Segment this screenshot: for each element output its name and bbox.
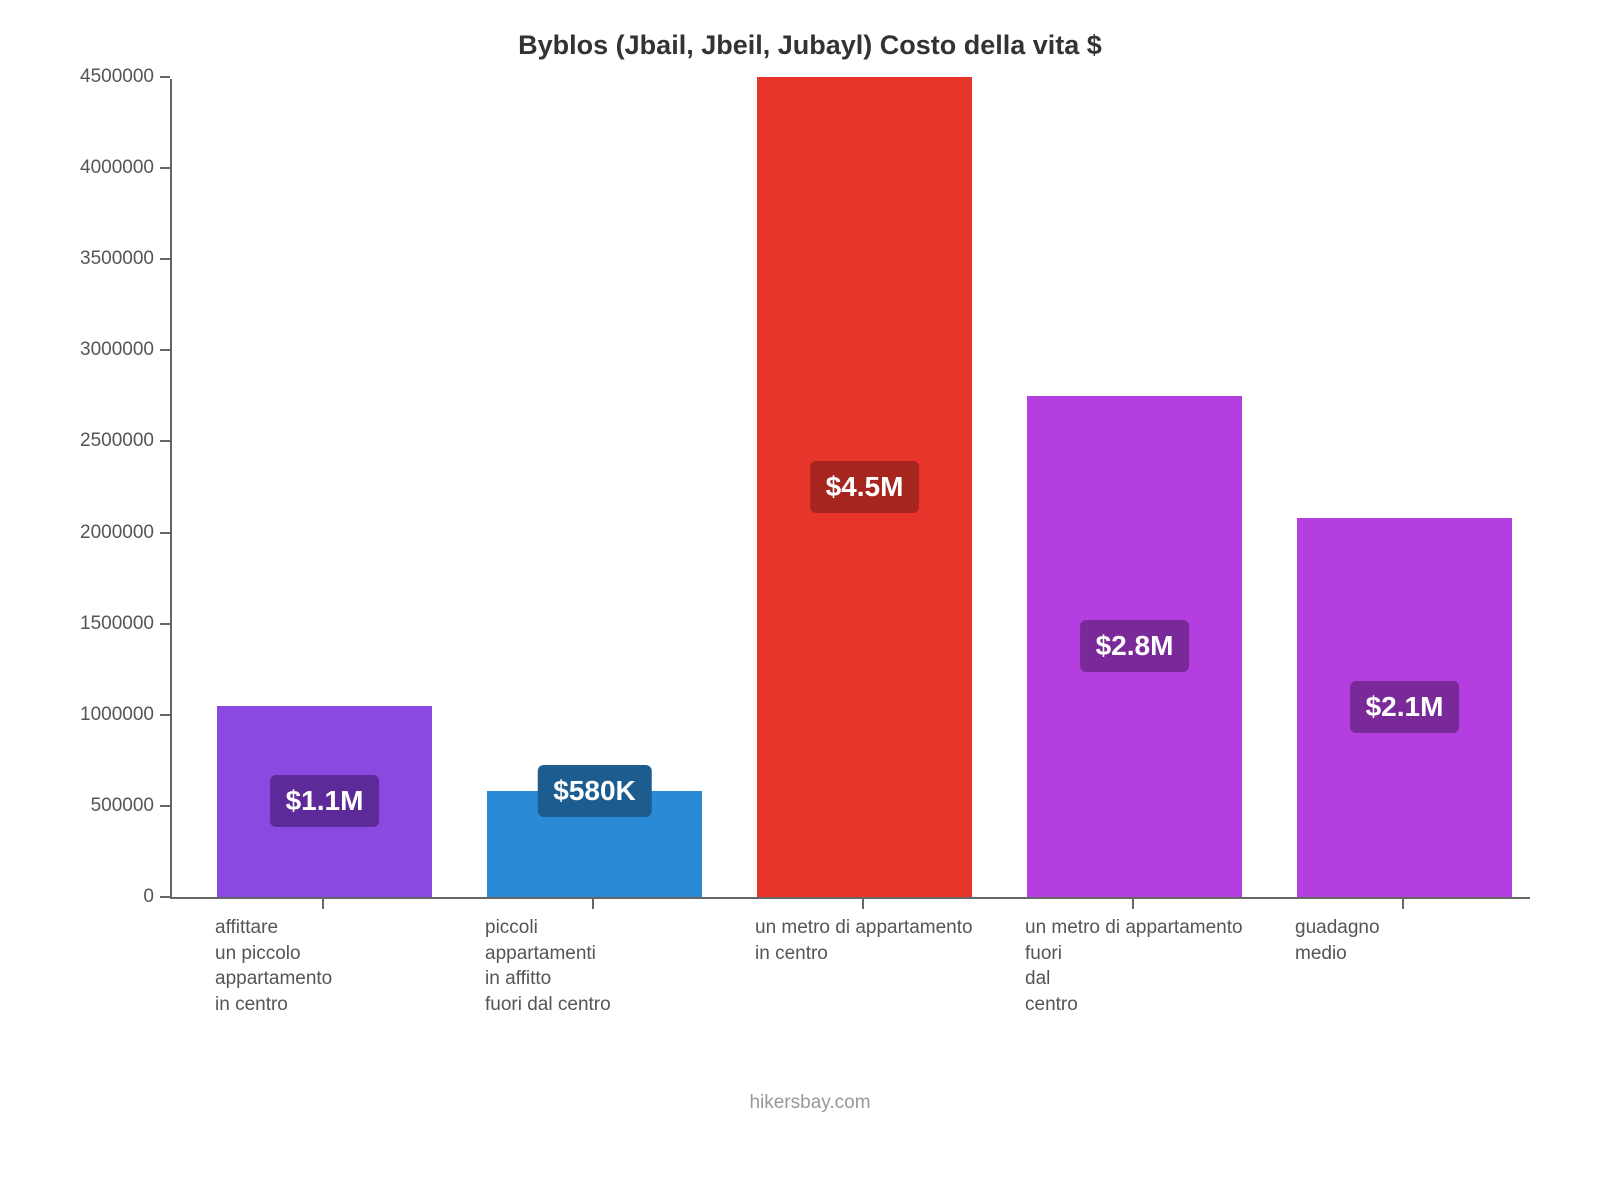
y-axis-label: 3500000 xyxy=(62,248,154,270)
bar: $2.8M xyxy=(1027,396,1242,897)
y-axis-label: 1000000 xyxy=(62,704,154,726)
y-tick xyxy=(160,532,170,534)
y-axis-label: 2500000 xyxy=(62,430,154,452)
bar-value-label: $4.5M xyxy=(810,461,920,513)
y-tick xyxy=(160,623,170,625)
y-tick xyxy=(160,349,170,351)
y-axis-label: 4500000 xyxy=(62,66,154,88)
x-tick xyxy=(862,899,864,909)
y-axis-label: 2000000 xyxy=(62,522,154,544)
y-axis-label: 3000000 xyxy=(62,339,154,361)
x-axis-labels: affittare un piccolo appartamento in cen… xyxy=(170,899,1530,1079)
bar-rect: $580K xyxy=(487,791,702,897)
y-axis-label: 500000 xyxy=(62,795,154,817)
chart-container: Byblos (Jbail, Jbeil, Jubayl) Costo dell… xyxy=(60,30,1560,1130)
bar: $4.5M xyxy=(757,77,972,897)
y-tick xyxy=(160,714,170,716)
bar-rect: $1.1M xyxy=(217,706,432,897)
x-axis-category-label: un metro di appartamento fuori dal centr… xyxy=(1025,915,1260,1018)
y-tick xyxy=(160,440,170,442)
x-axis-category-label: un metro di appartamento in centro xyxy=(755,915,990,966)
y-tick xyxy=(160,896,170,898)
bar-rect: $2.8M xyxy=(1027,396,1242,897)
bar: $580K xyxy=(487,791,702,897)
y-axis-label: 4000000 xyxy=(62,157,154,179)
y-tick xyxy=(160,805,170,807)
bar-value-label: $1.1M xyxy=(270,775,380,827)
x-axis-category-label: affittare un piccolo appartamento in cen… xyxy=(215,915,450,1018)
x-tick xyxy=(322,899,324,909)
y-tick xyxy=(160,167,170,169)
y-tick xyxy=(160,76,170,78)
bar-value-label: $2.8M xyxy=(1080,620,1190,672)
y-axis-label: 1500000 xyxy=(62,613,154,635)
x-tick xyxy=(1402,899,1404,909)
x-axis-category-label: guadagno medio xyxy=(1295,915,1530,966)
bar: $2.1M xyxy=(1297,518,1512,897)
bar-value-label: $2.1M xyxy=(1350,681,1460,733)
y-tick xyxy=(160,258,170,260)
attribution-text: hikersbay.com xyxy=(60,1092,1560,1114)
plot-area: 0500000100000015000002000000250000030000… xyxy=(170,79,1530,899)
x-tick xyxy=(1132,899,1134,909)
chart-title: Byblos (Jbail, Jbeil, Jubayl) Costo dell… xyxy=(60,30,1560,61)
x-axis-category-label: piccoli appartamenti in affitto fuori da… xyxy=(485,915,720,1018)
bar-rect: $2.1M xyxy=(1297,518,1512,897)
bar-rect: $4.5M xyxy=(757,77,972,897)
bar: $1.1M xyxy=(217,706,432,897)
bar-value-label: $580K xyxy=(537,765,652,817)
y-axis-label: 0 xyxy=(62,886,154,908)
x-tick xyxy=(592,899,594,909)
